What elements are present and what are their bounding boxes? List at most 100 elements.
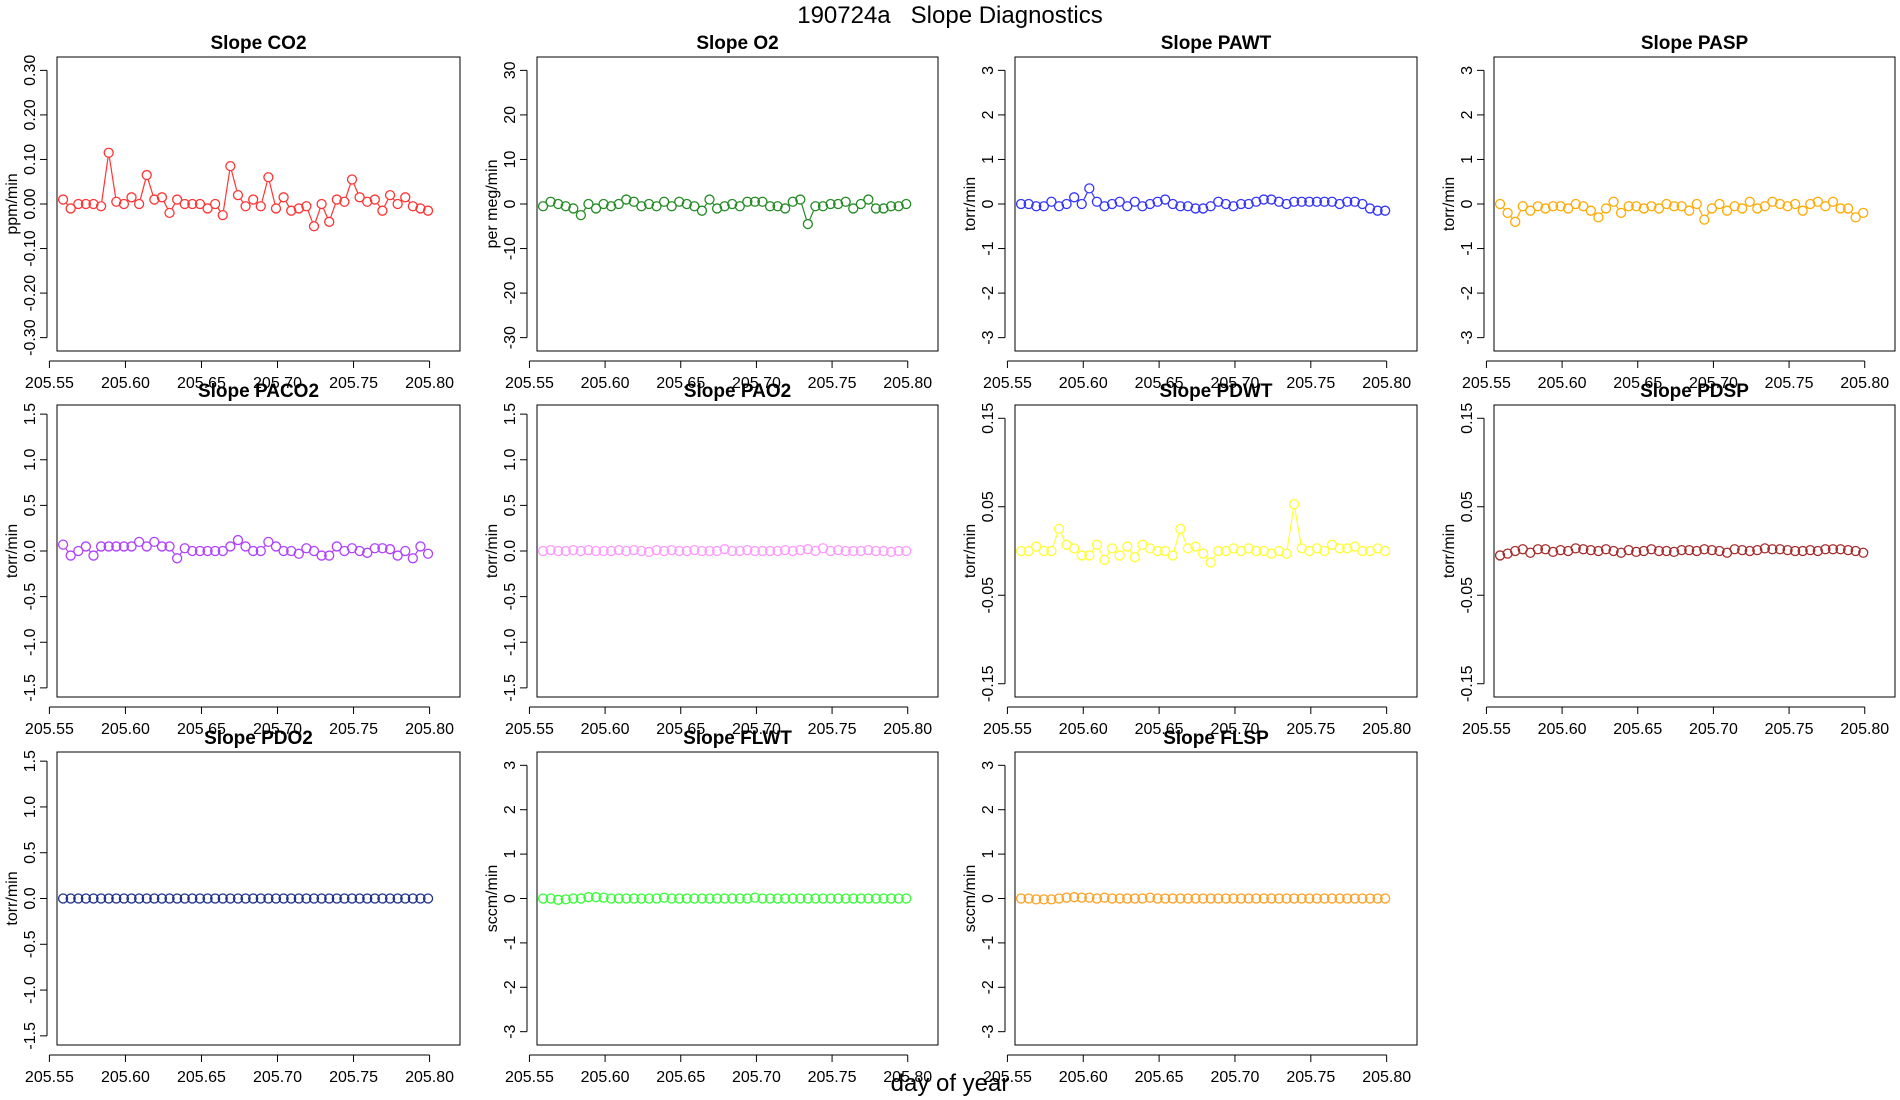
slope-paco2-data-point xyxy=(141,541,152,552)
slope-paco2-data-point xyxy=(263,536,274,548)
slope-flsp-data-point xyxy=(1319,893,1330,904)
slope-paco2-y-tick-label: 1.5 xyxy=(22,403,39,425)
slope-pdwt-data-point xyxy=(1235,545,1247,557)
slope-pdo2-data-point xyxy=(263,893,274,904)
slope-co2-data-point xyxy=(346,174,358,185)
slope-pdwt-data-point xyxy=(1296,543,1307,554)
slope-pawt-data-point xyxy=(1160,194,1171,205)
slope-paco2-x-tick-label: 205.55 xyxy=(25,721,74,738)
slope-pawt-title: Slope PAWT xyxy=(1161,33,1272,54)
slope-paco2-data-point xyxy=(187,545,198,557)
slope-paco2-data-point xyxy=(331,541,342,552)
slope-pdo2-x-tick-label: 205.55 xyxy=(25,1069,74,1086)
slope-paco2-series-segment xyxy=(179,551,183,555)
slope-pdsp-data-point xyxy=(1661,545,1672,557)
slope-flwt-data-point xyxy=(727,893,738,904)
slope-pdwt-y-tick-label: 0.15 xyxy=(980,403,997,434)
slope-flwt-data-point xyxy=(658,892,670,903)
slope-pasp-data-point xyxy=(1525,205,1536,216)
slope-co2-data-point xyxy=(156,192,168,203)
slope-pdwt-data-point xyxy=(1106,543,1118,554)
slope-pdo2-data-point xyxy=(210,893,221,904)
slope-pawt-series-segment xyxy=(1083,192,1088,200)
slope-co2-series-segment xyxy=(108,157,117,197)
slope-pawt-data-point xyxy=(1053,201,1065,212)
slope-o2-data-point xyxy=(628,196,639,207)
slope-pasp-data-point xyxy=(1585,205,1596,216)
slope-co2-series-segment xyxy=(268,181,276,204)
slope-pao2-data-point xyxy=(636,545,647,557)
slope-pdsp-y-tick-label: 0.05 xyxy=(1459,491,1476,522)
slope-pawt-data-point xyxy=(1379,205,1391,216)
slope-paco2-data-point xyxy=(369,543,380,554)
slope-pao2-data-point xyxy=(749,545,761,557)
slope-pdsp-data-point xyxy=(1646,544,1657,555)
slope-pdo2-data-point xyxy=(369,893,380,904)
slope-pdsp-data-point xyxy=(1593,545,1604,557)
slope-flwt-data-point xyxy=(537,893,549,904)
slope-pasp-data-point xyxy=(1532,201,1544,212)
slope-pdwt-data-point xyxy=(1167,550,1178,561)
slope-flwt-data-point xyxy=(696,893,708,904)
slope-pasp-data-point xyxy=(1789,198,1801,210)
slope-pdo2-plot-frame xyxy=(56,751,461,1046)
slope-pdwt-title: Slope PDWT xyxy=(1160,381,1273,402)
slope-o2-data-point xyxy=(772,201,783,212)
slope-flwt-data-point xyxy=(742,893,753,904)
slope-flsp-data-point xyxy=(1281,893,1292,904)
slope-flsp-data-point xyxy=(1122,893,1133,904)
slope-co2-series-segment xyxy=(231,170,238,191)
slope-co2-data-point xyxy=(331,194,342,205)
slope-o2-data-point xyxy=(787,196,798,207)
slope-pdo2-data-point xyxy=(362,893,373,904)
slope-co2-data-point xyxy=(118,198,130,210)
slope-pawt-x-tick-label: 205.80 xyxy=(1362,375,1411,392)
slope-pdo2-data-point xyxy=(187,893,198,904)
slope-o2-data-point xyxy=(848,203,859,214)
slope-flwt-data-point xyxy=(749,892,761,903)
slope-pdsp-data-point xyxy=(1759,543,1771,554)
slope-pdsp-data-point xyxy=(1714,545,1725,557)
slope-pao2-data-point xyxy=(583,544,594,556)
slope-o2-x-tick-label: 205.65 xyxy=(656,375,705,392)
slope-pasp-data-point xyxy=(1578,201,1589,212)
slope-co2-data-point xyxy=(255,201,266,212)
slope-pawt-data-point xyxy=(1099,201,1110,212)
slope-flwt-y-tick-label: 0 xyxy=(502,894,519,903)
slope-flwt-data-point xyxy=(795,893,806,904)
slope-pawt-y-tick-label: -2 xyxy=(980,286,997,300)
slope-pdsp-data-point xyxy=(1631,546,1642,558)
slope-o2-data-point xyxy=(711,203,723,214)
slope-pdo2-data-point xyxy=(346,893,358,904)
slope-co2-data-point xyxy=(301,201,312,212)
slope-o2-data-point xyxy=(757,196,768,207)
slope-pawt-data-point xyxy=(1167,198,1178,210)
slope-pdo2-x-tick-label: 205.65 xyxy=(177,1069,226,1086)
slope-pdsp-data-point xyxy=(1540,544,1551,555)
slope-pasp-data-point xyxy=(1858,207,1869,219)
slope-flwt-data-point xyxy=(787,893,798,904)
slope-co2-plot-frame xyxy=(56,56,461,352)
slope-pdwt-ylabel: torr/min xyxy=(962,524,979,578)
slope-pdsp-data-point xyxy=(1842,544,1854,556)
slope-o2-data-point xyxy=(575,209,587,221)
slope-pawt-data-point xyxy=(1114,196,1125,207)
slope-pawt-data-point xyxy=(1311,196,1323,207)
slope-pawt-y-tick-label: 0 xyxy=(980,199,997,208)
slope-co2-series-segment xyxy=(163,201,168,209)
slope-pawt-data-point xyxy=(1288,196,1300,207)
slope-flsp-data-point xyxy=(1228,893,1239,904)
slope-o2-data-point xyxy=(553,198,564,210)
slope-o2-x-tick-label: 205.55 xyxy=(505,375,554,392)
slope-flwt-x-tick-label: 205.80 xyxy=(883,1069,932,1086)
slope-pawt-data-point xyxy=(1137,201,1148,212)
slope-flsp-y-tick-label: 3 xyxy=(980,761,997,770)
slope-o2-data-point xyxy=(742,196,753,207)
slope-pdwt-data-point xyxy=(1175,523,1186,535)
slope-pdo2-data-point xyxy=(179,893,190,904)
slope-pdsp-data-point xyxy=(1668,546,1680,558)
slope-pawt-data-point xyxy=(1122,201,1133,212)
slope-paco2-data-point xyxy=(65,550,76,561)
